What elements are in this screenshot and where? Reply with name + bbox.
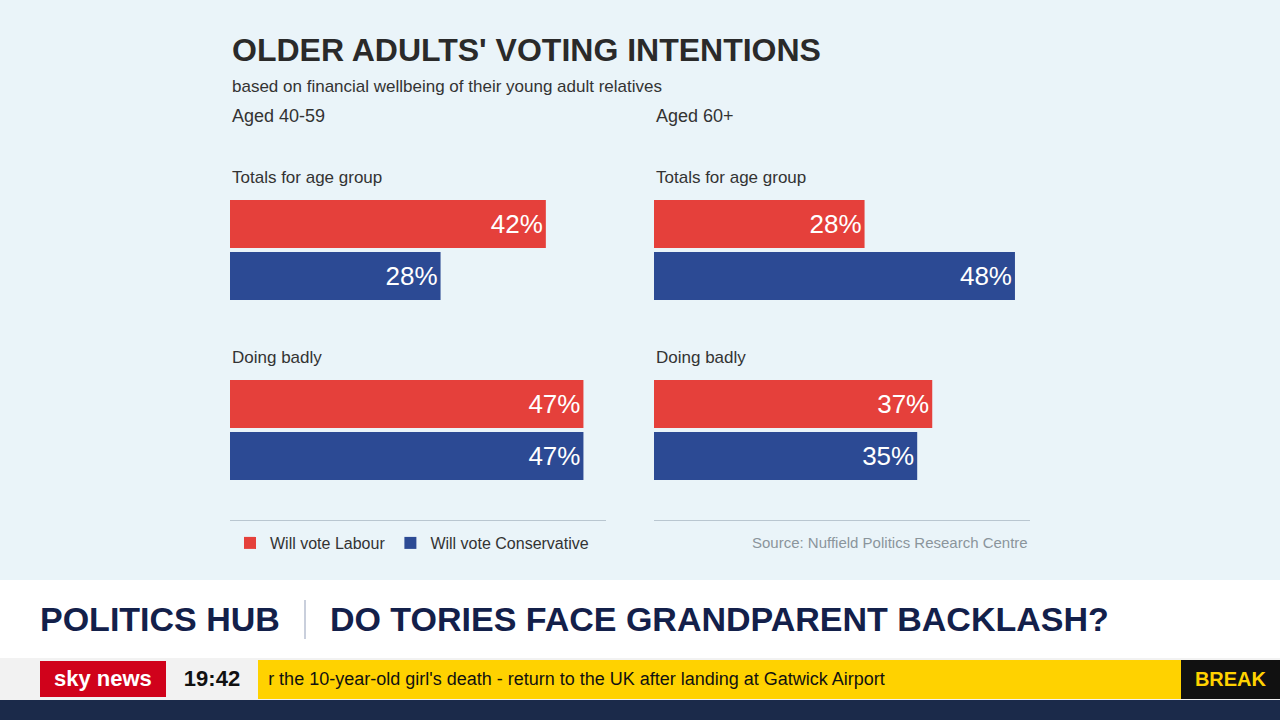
svg-text:47%: 47% bbox=[528, 441, 580, 471]
svg-text:47%: 47% bbox=[528, 389, 580, 419]
svg-text:Will vote Labour: Will vote Labour bbox=[270, 535, 385, 552]
svg-text:35%: 35% bbox=[862, 441, 914, 471]
svg-text:OLDER ADULTS' VOTING INTENTION: OLDER ADULTS' VOTING INTENTIONS bbox=[232, 32, 821, 68]
svg-text:28%: 28% bbox=[810, 209, 862, 239]
svg-text:42%: 42% bbox=[491, 209, 543, 239]
svg-text:Doing badly: Doing badly bbox=[232, 348, 322, 367]
svg-text:Source: Nuffield Politics Rese: Source: Nuffield Politics Research Centr… bbox=[752, 534, 1028, 551]
html-text:r the 10-year-old girl's death: r the 10-year-old girl's death - return … bbox=[268, 668, 885, 689]
svg-text:Will vote Conservative: Will vote Conservative bbox=[430, 535, 588, 552]
html-text:BREAK: BREAK bbox=[1194, 667, 1266, 690]
html-text:POLITICS HUB: POLITICS HUB bbox=[40, 599, 280, 638]
svg-text:37%: 37% bbox=[877, 389, 929, 419]
svg-text:Doing badly: Doing badly bbox=[656, 348, 746, 367]
html-text:DO TORIES FACE GRANDPARENT BAC: DO TORIES FACE GRANDPARENT BACKLASH? bbox=[329, 599, 1109, 638]
svg-text:Totals for age group: Totals for age group bbox=[656, 168, 806, 187]
svg-text:based on financial wellbeing o: based on financial wellbeing of their yo… bbox=[232, 77, 662, 96]
svg-text:Aged 60+: Aged 60+ bbox=[656, 106, 734, 126]
svg-text:Totals for age group: Totals for age group bbox=[232, 168, 382, 187]
html-text:sky news: sky news bbox=[54, 666, 152, 691]
svg-text:48%: 48% bbox=[960, 261, 1012, 291]
svg-text:Aged 40-59: Aged 40-59 bbox=[232, 106, 325, 126]
html-text:19:42: 19:42 bbox=[183, 666, 241, 691]
svg-text:28%: 28% bbox=[386, 261, 438, 291]
